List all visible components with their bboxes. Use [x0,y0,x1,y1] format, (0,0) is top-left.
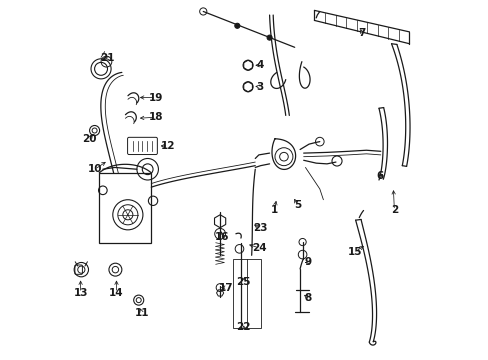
Bar [99,173,151,243]
Text: 4: 4 [256,60,263,70]
Text: 14: 14 [109,288,123,298]
Text: 13: 13 [73,288,88,298]
Text: 7: 7 [358,28,365,38]
Text: 24: 24 [252,243,266,253]
Text: 6: 6 [376,171,383,181]
Bar [233,259,261,328]
Circle shape [234,23,239,28]
Text: 21: 21 [100,53,115,63]
Text: 2: 2 [390,206,397,216]
FancyBboxPatch shape [75,265,82,274]
Text: 22: 22 [236,322,250,332]
Text: 20: 20 [82,134,97,144]
Text: 17: 17 [218,283,233,293]
Text: 19: 19 [148,93,163,103]
FancyBboxPatch shape [127,137,157,154]
Text: 12: 12 [161,141,175,151]
Text: 5: 5 [293,200,301,210]
Text: 1: 1 [270,206,277,216]
Text: 3: 3 [256,82,263,92]
Text: 23: 23 [252,224,266,233]
Circle shape [266,35,271,40]
Text: 9: 9 [304,257,311,267]
Text: 15: 15 [347,247,362,257]
Text: 16: 16 [215,232,229,242]
Text: 25: 25 [236,277,250,287]
Text: 11: 11 [134,308,148,318]
Text: 18: 18 [148,112,163,122]
Text: 8: 8 [304,293,311,303]
Text: 10: 10 [87,164,102,174]
